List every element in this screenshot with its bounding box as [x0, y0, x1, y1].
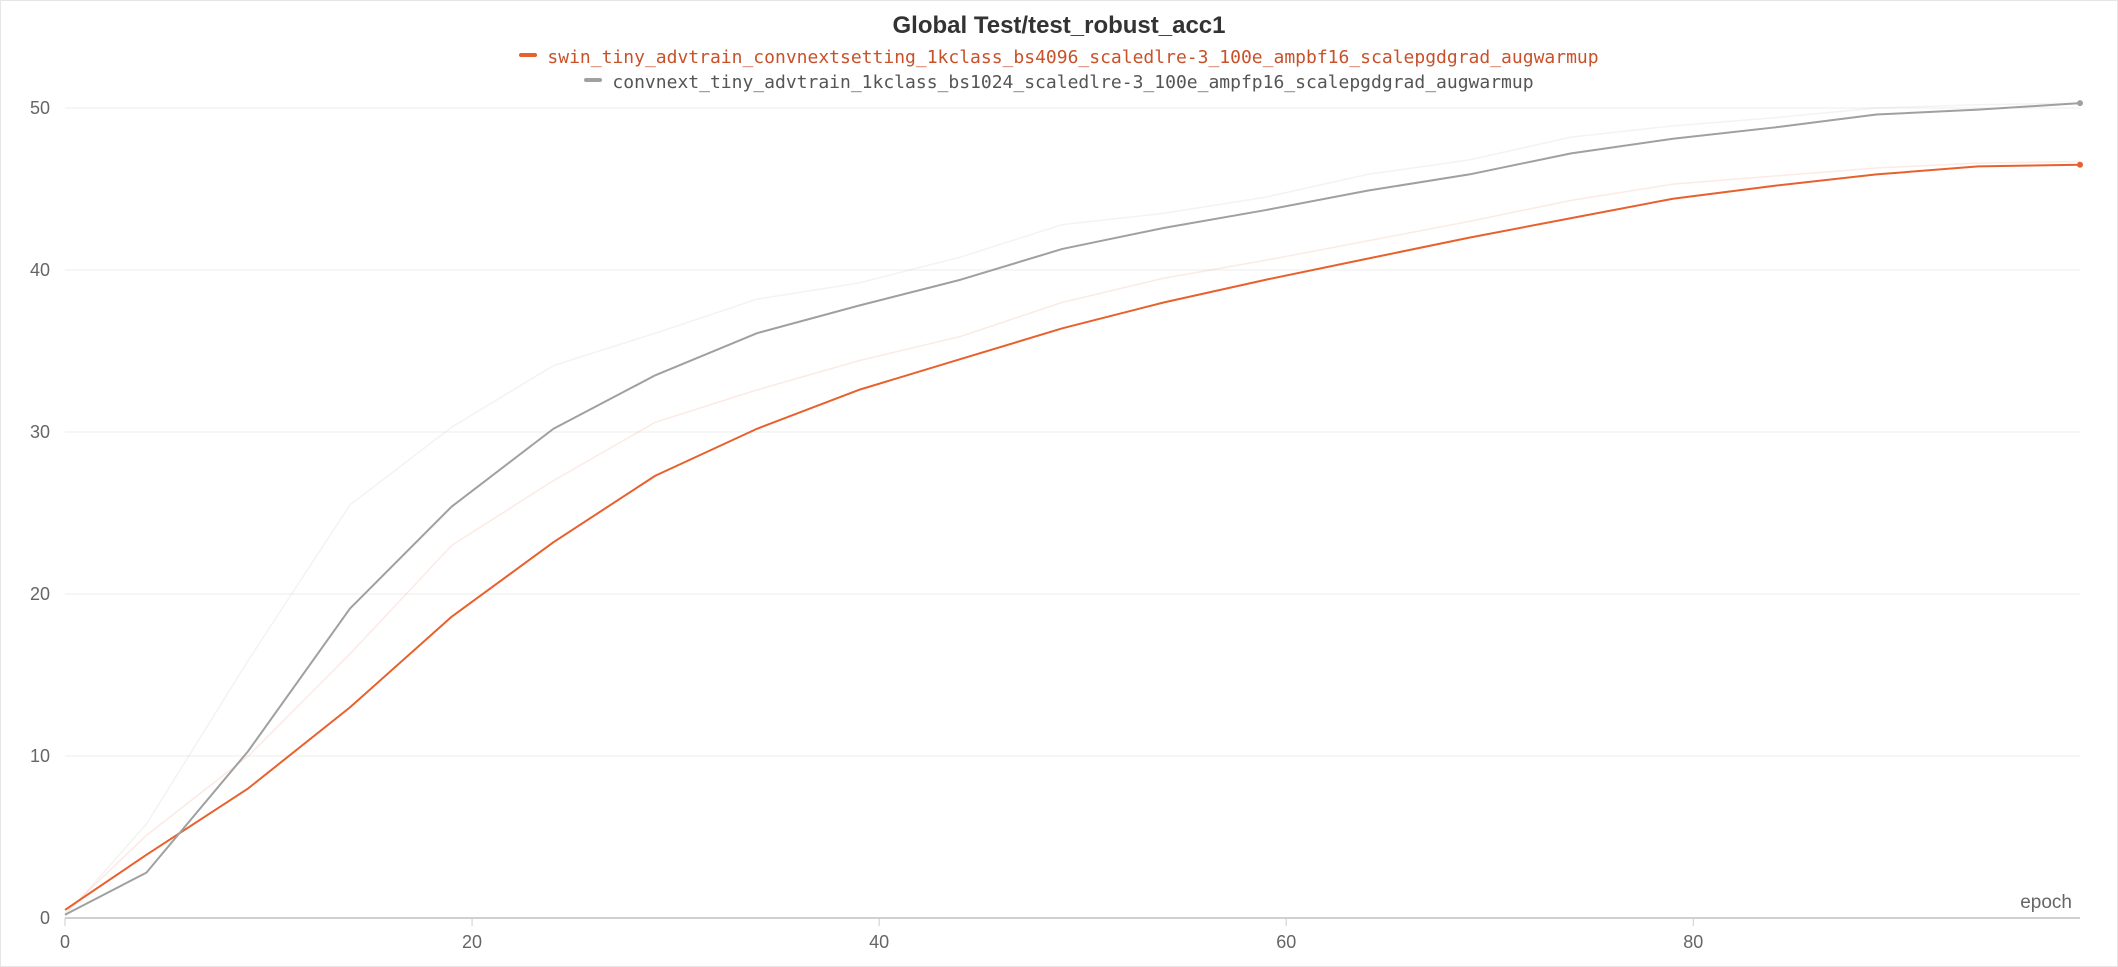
chart-title: Global Test/test_robust_acc1	[892, 12, 1226, 39]
y-tick-label: 20	[30, 584, 50, 604]
y-tick-label: 40	[30, 260, 50, 280]
y-tick-label: 0	[40, 908, 50, 928]
legend-label-convnext: convnext_tiny_advtrain_1kclass_bs1024_sc…	[612, 72, 1534, 93]
legend-swatch-convnext	[584, 78, 603, 82]
x-tick-label: 0	[60, 932, 70, 952]
x-tick-label: 80	[1683, 932, 1703, 952]
legend-swatch-swin	[519, 53, 538, 57]
series-line-raw-swin	[64, 160, 2081, 914]
y-tick-label: 50	[30, 98, 50, 118]
legend-entry-swin[interactable]: swin_tiny_advtrain_convnextsetting_1kcla…	[0, 47, 2118, 68]
series-line-convnext[interactable]	[64, 102, 2081, 916]
y-tick-label: 30	[30, 422, 50, 442]
x-tick-label: 60	[1276, 932, 1296, 952]
y-tick-label: 10	[30, 746, 50, 766]
x-tick-label: 40	[869, 932, 889, 952]
legend-label-swin: swin_tiny_advtrain_convnextsetting_1kcla…	[547, 47, 1599, 68]
series-endpoint-swin[interactable]	[2077, 161, 2083, 168]
series-endpoint-convnext[interactable]	[2077, 100, 2083, 107]
x-tick-label: 20	[462, 932, 482, 952]
x-axis-label: epoch	[2020, 892, 2072, 913]
legend-entry-convnext[interactable]: convnext_tiny_advtrain_1kclass_bs1024_sc…	[0, 72, 2118, 93]
series-line-swin[interactable]	[64, 163, 2081, 911]
series-line-raw-convnext	[64, 102, 2081, 917]
